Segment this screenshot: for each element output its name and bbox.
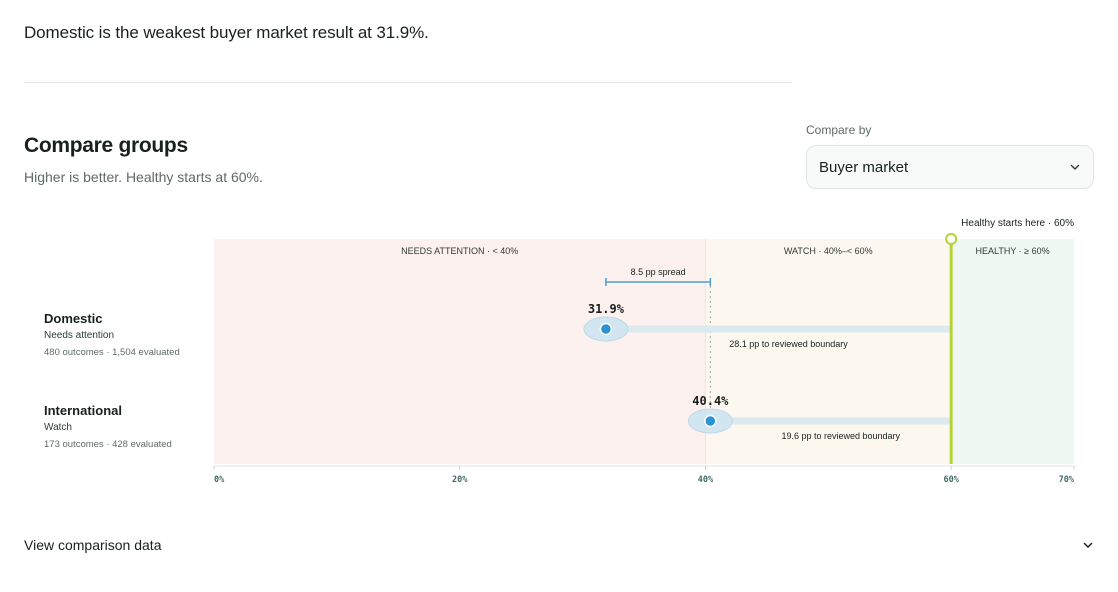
zone-band <box>705 239 952 464</box>
row-label-international: International Watch 173 outcomes · 428 e… <box>44 403 172 450</box>
row-name: Domestic <box>44 311 103 326</box>
gap-label: 28.1 pp to reviewed boundary <box>729 339 848 349</box>
row-meta: 480 outcomes · 1,504 evaluated <box>44 347 180 358</box>
x-tick-label: 20% <box>452 475 468 485</box>
chevron-down-icon <box>1070 164 1080 170</box>
zone-label: NEEDS ATTENTION · < 40% <box>401 246 518 256</box>
headline: Domestic is the weakest buyer market res… <box>24 23 429 42</box>
section-subtitle: Higher is better. Healthy starts at 60%. <box>24 169 263 185</box>
threshold-label: Healthy starts here · 60% <box>961 218 1074 229</box>
zone-label: WATCH · 40%–< 60% <box>784 246 873 256</box>
view-comparison-data-label: View comparison data <box>24 537 162 553</box>
compare-by-value: Buyer market <box>819 158 909 176</box>
x-tick-label: 40% <box>698 475 714 485</box>
gap-bar <box>710 417 952 425</box>
row-label-domestic: Domestic Needs attention 480 outcomes · … <box>44 311 180 358</box>
zone-label: HEALTHY · ≥ 60% <box>976 246 1050 256</box>
x-tick-label: 0% <box>214 475 225 485</box>
zone-band <box>951 239 1074 464</box>
x-tick-label: 60% <box>943 475 959 485</box>
row-status: Needs attention <box>44 330 115 341</box>
threshold-marker <box>945 233 958 245</box>
row-meta: 173 outcomes · 428 evaluated <box>44 439 172 450</box>
data-point <box>599 322 613 336</box>
compare-by-select[interactable]: Buyer market <box>806 145 1094 189</box>
data-point <box>704 414 717 428</box>
chevron-down-icon <box>1083 542 1093 548</box>
gap-bar <box>605 325 952 333</box>
row-name: International <box>44 403 123 418</box>
compare-by-label: Compare by <box>806 123 872 137</box>
divider <box>24 82 792 83</box>
comparison-chart: NEEDS ATTENTION · < 40% WATCH · 40%–< 60%… <box>213 218 1075 485</box>
view-comparison-data-toggle[interactable]: View comparison data <box>24 530 1094 560</box>
section-title: Compare groups <box>24 134 188 157</box>
value-label: 40.4% <box>692 394 729 408</box>
zone-band <box>214 239 706 464</box>
x-tick-label: 70% <box>1059 475 1075 485</box>
row-status: Watch <box>44 422 72 433</box>
spread-label: 8.5 pp spread <box>631 267 686 277</box>
gap-label: 19.6 pp to reviewed boundary <box>781 431 900 441</box>
value-label: 31.9% <box>588 302 625 316</box>
